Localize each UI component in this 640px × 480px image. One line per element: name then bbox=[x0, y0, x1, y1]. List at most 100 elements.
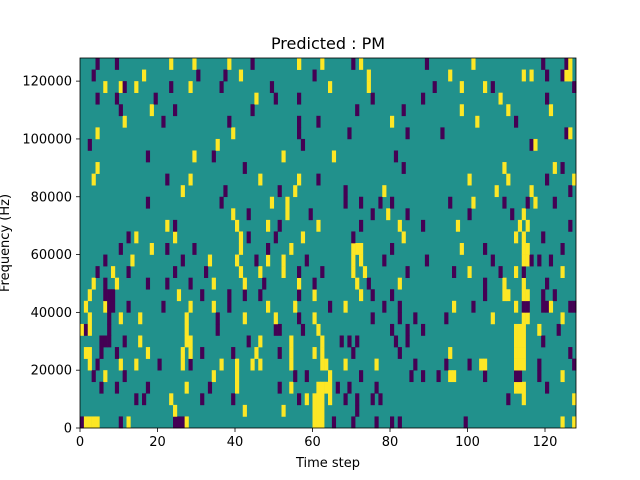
heatmap-cell bbox=[130, 254, 135, 267]
y-tick-label: 80000 bbox=[31, 190, 72, 205]
heatmap-cell bbox=[227, 115, 232, 128]
heatmap-cell bbox=[390, 416, 395, 429]
heatmap-cell bbox=[405, 208, 410, 221]
heatmap-cell bbox=[541, 300, 546, 313]
heatmap-cell bbox=[351, 243, 356, 255]
heatmap-cell bbox=[118, 243, 123, 255]
heatmap-cell bbox=[95, 162, 100, 174]
heatmap-cell bbox=[297, 266, 302, 278]
heatmap-cell bbox=[463, 416, 468, 429]
heatmap-cell bbox=[235, 370, 240, 383]
chart-title: Predicted : PM bbox=[271, 34, 385, 53]
heatmap-cell bbox=[359, 289, 364, 302]
heatmap-cell bbox=[297, 289, 302, 302]
heatmap-cell bbox=[312, 312, 317, 325]
heatmap-cell bbox=[572, 173, 577, 186]
heatmap-cell bbox=[405, 323, 410, 336]
heatmap-cell bbox=[231, 347, 236, 359]
heatmap-cell bbox=[568, 69, 573, 82]
heatmap-cell bbox=[277, 185, 282, 198]
heatmap-cell bbox=[483, 370, 488, 383]
heatmap-cell bbox=[266, 300, 271, 313]
heatmap-cell bbox=[424, 254, 430, 267]
heatmap-cell bbox=[95, 92, 100, 105]
heatmap-cell bbox=[281, 266, 286, 278]
heatmap-cell bbox=[235, 358, 240, 371]
heatmap-cell bbox=[459, 104, 464, 117]
heatmap-cell bbox=[455, 219, 461, 232]
heatmap-cell bbox=[545, 173, 550, 186]
heatmap-cell bbox=[328, 300, 333, 313]
heatmap-cell bbox=[359, 254, 364, 267]
heatmap-cell bbox=[235, 219, 240, 232]
heatmap-cell bbox=[355, 104, 360, 117]
heatmap-cell bbox=[269, 196, 275, 209]
heatmap-cell bbox=[219, 358, 224, 371]
heatmap-cell bbox=[138, 312, 143, 325]
heatmap-cell bbox=[525, 254, 530, 267]
heatmap-cell bbox=[343, 358, 348, 371]
heatmap-cell bbox=[192, 150, 197, 163]
heatmap-cell bbox=[490, 312, 495, 325]
heatmap-cell bbox=[300, 323, 306, 336]
heatmap-cell bbox=[219, 196, 224, 209]
heatmap-cell bbox=[370, 92, 375, 105]
heatmap-cell bbox=[537, 358, 542, 371]
heatmap-cell bbox=[91, 173, 96, 186]
heatmap-cell bbox=[397, 416, 402, 429]
heatmap-cell bbox=[134, 393, 139, 406]
heatmap-cell bbox=[312, 347, 317, 359]
heatmap-cell bbox=[397, 277, 402, 290]
heatmap-cell bbox=[242, 277, 247, 290]
heatmap-cell bbox=[304, 370, 309, 383]
heatmap-cell bbox=[548, 300, 554, 313]
heatmap-cell bbox=[211, 277, 216, 290]
y-tick-label: 40000 bbox=[31, 306, 72, 321]
heatmap-cell bbox=[316, 219, 321, 232]
heatmap-cell bbox=[521, 335, 526, 348]
heatmap-cell bbox=[548, 254, 554, 267]
heatmap-cell bbox=[401, 231, 406, 244]
y-tick-label: 60000 bbox=[31, 248, 72, 263]
heatmap-cell bbox=[107, 335, 112, 348]
heatmap-cell bbox=[545, 277, 550, 290]
heatmap-cell bbox=[529, 138, 534, 151]
heatmap-cell bbox=[80, 416, 85, 429]
heatmap-cell bbox=[390, 196, 395, 209]
heatmap-cell bbox=[126, 416, 131, 429]
heatmap-cell bbox=[83, 347, 89, 359]
heatmap-cell bbox=[316, 115, 321, 128]
heatmap-cell bbox=[498, 266, 503, 278]
heatmap-cell bbox=[444, 358, 449, 371]
heatmap-cell bbox=[262, 277, 267, 290]
heatmap-cell bbox=[114, 277, 120, 290]
heatmap-cell bbox=[91, 416, 96, 429]
heatmap-cell bbox=[401, 104, 406, 117]
heatmap-cell bbox=[471, 196, 476, 209]
heatmap-cell bbox=[184, 323, 189, 336]
heatmap-cell bbox=[521, 208, 526, 221]
heatmap-cell bbox=[118, 358, 123, 371]
heatmap-cell bbox=[118, 104, 123, 117]
heatmap-cell bbox=[521, 381, 526, 394]
heatmap-cell bbox=[514, 231, 519, 244]
heatmap-cell bbox=[564, 69, 569, 82]
heatmap-cell bbox=[560, 312, 565, 325]
heatmap-cell bbox=[122, 81, 127, 93]
heatmap-cell bbox=[188, 300, 193, 313]
heatmap-cell bbox=[114, 58, 120, 70]
heatmap-cell bbox=[448, 196, 453, 209]
heatmap-cell bbox=[448, 370, 453, 383]
heatmap-cell bbox=[374, 381, 379, 394]
heatmap-cell bbox=[572, 81, 577, 93]
heatmap-cell bbox=[568, 185, 573, 198]
heatmap-cell bbox=[343, 393, 348, 406]
heatmap-cell bbox=[355, 393, 360, 406]
heatmap-cell bbox=[370, 289, 375, 302]
y-tick-label: 100000 bbox=[22, 132, 72, 147]
heatmap-cell bbox=[331, 416, 337, 429]
heatmap-cell bbox=[242, 404, 247, 417]
heatmap-cell bbox=[246, 335, 251, 348]
heatmap-cell bbox=[219, 81, 224, 93]
x-tick-label: 120 bbox=[533, 435, 558, 450]
